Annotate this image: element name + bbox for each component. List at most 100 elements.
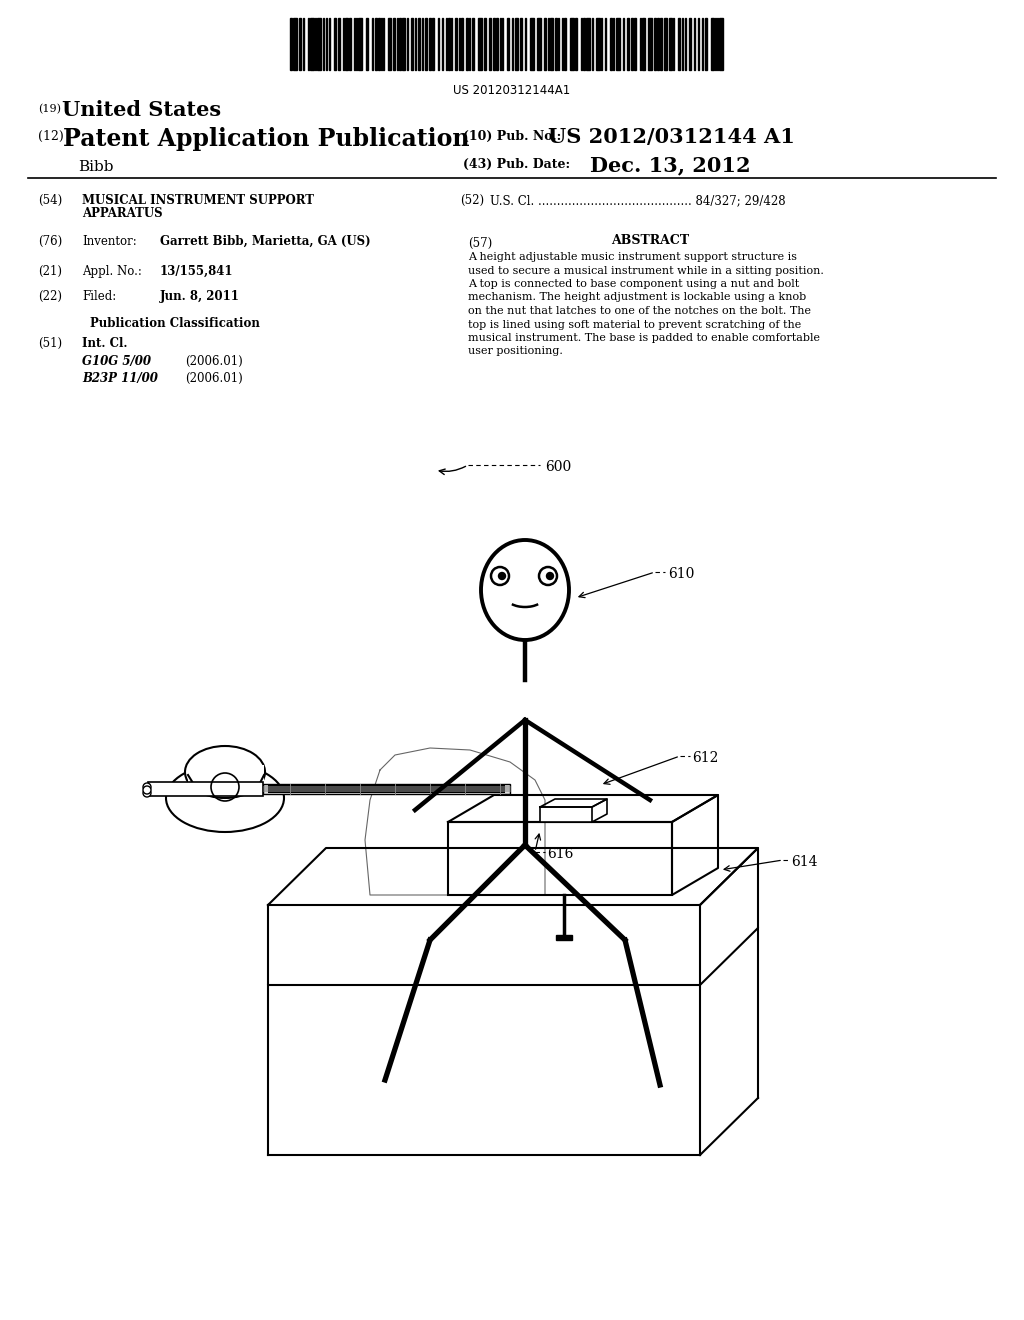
Bar <box>537 18 541 70</box>
Circle shape <box>143 783 151 791</box>
Bar <box>449 18 450 70</box>
Text: Appl. No.:: Appl. No.: <box>82 265 142 279</box>
Bar <box>669 18 672 70</box>
Bar <box>496 18 498 70</box>
Text: ABSTRACT: ABSTRACT <box>611 234 689 247</box>
Bar <box>345 18 348 70</box>
Bar <box>378 18 380 70</box>
Text: (2006.01): (2006.01) <box>185 372 243 385</box>
Bar <box>425 18 427 70</box>
Bar <box>334 18 336 70</box>
Bar <box>411 18 413 70</box>
Bar <box>657 18 659 70</box>
Bar <box>544 18 546 70</box>
Text: 600: 600 <box>545 459 571 474</box>
Text: Garrett Bibb, Marietta, GA (US): Garrett Bibb, Marietta, GA (US) <box>160 235 371 248</box>
Text: (52): (52) <box>460 194 484 207</box>
Bar <box>493 18 495 70</box>
Text: musical instrument. The base is padded to enable comfortable: musical instrument. The base is padded t… <box>468 333 820 343</box>
Bar <box>515 18 518 70</box>
Bar <box>429 18 431 70</box>
Bar <box>393 18 395 70</box>
Text: used to secure a musical instrument while in a sitting position.: used to secure a musical instrument whil… <box>468 265 824 276</box>
Text: United States: United States <box>62 100 221 120</box>
Text: (21): (21) <box>38 265 62 279</box>
Bar <box>627 18 629 70</box>
Text: Dec. 13, 2012: Dec. 13, 2012 <box>590 154 751 176</box>
Bar <box>664 18 667 70</box>
Bar <box>461 18 463 70</box>
Bar <box>418 18 420 70</box>
Text: on the nut that latches to one of the notches on the bolt. The: on the nut that latches to one of the no… <box>468 306 811 315</box>
Text: B23P 11/00: B23P 11/00 <box>82 372 158 385</box>
Bar <box>455 18 457 70</box>
Bar <box>484 18 486 70</box>
Text: Inventor:: Inventor: <box>82 235 137 248</box>
Bar <box>520 18 522 70</box>
Text: Patent Application Publication: Patent Application Publication <box>63 127 469 150</box>
Text: 614: 614 <box>791 855 817 869</box>
Text: Int. Cl.: Int. Cl. <box>82 337 128 350</box>
Text: (43) Pub. Date:: (43) Pub. Date: <box>463 158 570 172</box>
Bar <box>290 18 292 70</box>
Bar <box>689 18 691 70</box>
Bar <box>489 18 490 70</box>
Text: user positioning.: user positioning. <box>468 346 563 356</box>
Bar <box>530 18 534 70</box>
Text: Jun. 8, 2011: Jun. 8, 2011 <box>160 290 240 304</box>
Circle shape <box>547 573 554 579</box>
Bar <box>268 785 505 793</box>
Bar <box>472 18 474 70</box>
Text: (12): (12) <box>38 129 63 143</box>
Bar <box>570 18 574 70</box>
Circle shape <box>499 573 506 579</box>
Bar <box>583 18 585 70</box>
Bar <box>432 18 434 70</box>
Bar <box>478 18 482 70</box>
Bar <box>449 822 672 895</box>
Text: G10G 5/00: G10G 5/00 <box>82 355 151 368</box>
Bar <box>148 781 263 796</box>
Bar <box>263 784 510 795</box>
Bar <box>642 18 645 70</box>
Bar <box>556 935 572 940</box>
Bar <box>575 18 577 70</box>
Bar <box>188 766 264 793</box>
Bar <box>654 18 656 70</box>
Text: 13/155,841: 13/155,841 <box>160 265 233 279</box>
Text: 612: 612 <box>692 751 719 766</box>
Bar <box>555 18 557 70</box>
Text: A top is connected to base component using a nut and bolt: A top is connected to base component usi… <box>468 279 800 289</box>
Text: 616: 616 <box>547 847 573 861</box>
Text: (57): (57) <box>468 238 493 249</box>
Bar <box>634 18 636 70</box>
Text: mechanism. The height adjustment is lockable using a knob: mechanism. The height adjustment is lock… <box>468 293 806 302</box>
Bar <box>586 18 590 70</box>
Bar <box>338 18 340 70</box>
Bar <box>719 18 723 70</box>
Bar <box>564 18 566 70</box>
Bar <box>616 18 620 70</box>
Bar <box>358 18 362 70</box>
Text: Publication Classification: Publication Classification <box>90 317 260 330</box>
Bar <box>550 18 553 70</box>
Bar <box>317 18 321 70</box>
Text: MUSICAL INSTRUMENT SUPPORT: MUSICAL INSTRUMENT SUPPORT <box>82 194 314 207</box>
Text: (54): (54) <box>38 194 62 207</box>
Circle shape <box>143 789 151 797</box>
Bar <box>507 18 509 70</box>
Bar <box>299 18 301 70</box>
Text: top is lined using soft material to prevent scratching of the: top is lined using soft material to prev… <box>468 319 801 330</box>
Text: 610: 610 <box>668 568 694 581</box>
Bar <box>388 18 391 70</box>
Text: (10) Pub. No.:: (10) Pub. No.: <box>463 129 561 143</box>
Bar <box>596 18 600 70</box>
Bar <box>349 18 351 70</box>
Bar <box>540 807 592 822</box>
Bar <box>375 18 377 70</box>
Text: US 2012/0312144 A1: US 2012/0312144 A1 <box>548 127 795 147</box>
Bar <box>711 18 714 70</box>
Text: (2006.01): (2006.01) <box>185 355 243 368</box>
Bar <box>466 18 468 70</box>
Ellipse shape <box>185 746 265 799</box>
